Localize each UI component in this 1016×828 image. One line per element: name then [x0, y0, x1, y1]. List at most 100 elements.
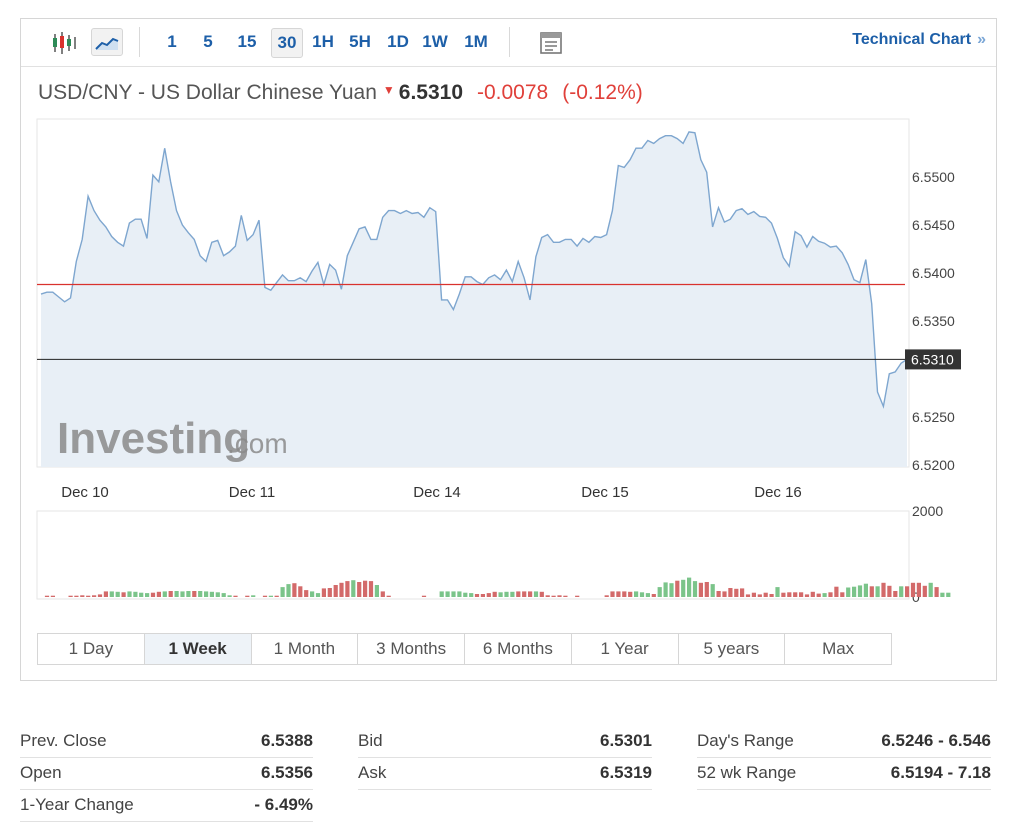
range-3-months-button[interactable]: 3 Months	[358, 634, 465, 664]
interval-1-button[interactable]: 1	[167, 32, 177, 51]
volume-bar	[663, 582, 668, 597]
volume-bar	[209, 591, 214, 597]
volume-bar	[716, 591, 721, 597]
y-tick-label: 6.5400	[912, 265, 955, 281]
technical-chart-label: Technical Chart	[852, 31, 972, 48]
volume-bar	[156, 591, 161, 597]
stat-value: 6.5356	[261, 763, 313, 782]
stat-label: Day's Range	[697, 731, 794, 750]
interval-30-button[interactable]: 30	[271, 28, 303, 58]
x-tick-label: Dec 14	[413, 484, 461, 501]
volume-bar	[846, 587, 851, 597]
volume-bar	[910, 582, 916, 597]
interval-15-button[interactable]: 15	[237, 32, 257, 51]
volume-bar	[374, 585, 379, 597]
volume-bar	[227, 595, 232, 597]
interval-1h-button[interactable]: 1H	[312, 32, 334, 51]
volume-bar	[946, 592, 951, 597]
volume-bar	[928, 582, 933, 597]
volume-bar	[339, 582, 344, 597]
volume-bar	[533, 591, 539, 597]
current-price-tag	[905, 349, 961, 370]
interval-1w-button[interactable]: 1W	[422, 32, 448, 51]
volume-bar	[810, 591, 815, 597]
range-5-years-button[interactable]: 5 years	[679, 634, 786, 664]
volume-bar	[457, 591, 462, 597]
interval-5h-button[interactable]: 5H	[349, 32, 371, 51]
volume-bar	[292, 583, 297, 597]
volume-bar	[628, 591, 633, 597]
volume-bar	[681, 579, 686, 597]
volume-bar	[563, 595, 568, 597]
volume-bar	[215, 592, 220, 597]
volume-bar	[704, 582, 709, 597]
volume-bar	[474, 594, 480, 597]
volume-bar	[50, 595, 55, 597]
volume-bar	[115, 591, 120, 597]
range-max-button[interactable]: Max	[822, 639, 855, 658]
interval-1m-button[interactable]: 1M	[464, 32, 488, 51]
volume-bar	[575, 595, 580, 597]
volume-bar	[616, 591, 621, 597]
range-1-month-button[interactable]: 1 Month	[252, 634, 359, 664]
range-1-week-button[interactable]: 1 Week	[144, 634, 252, 664]
volume-bar	[516, 591, 521, 597]
range-1-day-button[interactable]: 1 Day	[38, 634, 145, 664]
volume-bar	[327, 588, 332, 597]
volume-tick-label: 0	[912, 589, 920, 605]
candlestick-chart-icon[interactable]	[51, 31, 77, 55]
volume-bar	[310, 591, 315, 597]
volume-bar	[80, 595, 85, 597]
volume-bar	[504, 591, 509, 597]
stat-value: - 6.49%	[254, 795, 313, 814]
volume-bar	[834, 586, 839, 597]
range-6-months-button[interactable]: 6 Months	[465, 634, 572, 664]
volume-bar	[551, 595, 556, 597]
volume-bar	[445, 591, 450, 597]
volume-bar	[539, 591, 544, 597]
volume-bar	[916, 582, 921, 597]
volume-bar	[734, 588, 739, 597]
y-tick-label: 6.5450	[912, 217, 955, 233]
volume-bar	[622, 591, 627, 597]
volume-bar	[545, 595, 550, 597]
volume-bar	[710, 584, 715, 597]
volume-bar	[174, 591, 179, 597]
volume-bar	[781, 592, 786, 597]
volume-bar	[204, 591, 209, 597]
volume-bar	[268, 595, 273, 597]
volume-bar	[162, 591, 167, 597]
volume-bar	[469, 593, 474, 597]
interval-5-button[interactable]: 5	[203, 32, 213, 51]
stat-label: Prev. Close	[20, 731, 107, 750]
volume-bar	[604, 595, 609, 597]
price-change-percent: (-0.12%)	[562, 81, 643, 104]
table-view-icon[interactable]	[539, 31, 563, 55]
range-1-year-button[interactable]: 1 Year	[572, 634, 679, 664]
volume-bar	[68, 595, 73, 597]
volume-bar	[127, 591, 132, 597]
volume-bar	[610, 591, 615, 597]
toolbar-separator	[509, 27, 510, 57]
interval-1d-button[interactable]: 1D	[387, 32, 409, 51]
technical-chart-link[interactable]: Technical Chart »	[852, 31, 986, 49]
price-chart[interactable]: 6.5500 6.5450 6.5400 6.5350 6.5250 6.5200 Inve…	[21, 19, 996, 619]
volume-bar	[675, 580, 680, 597]
stat-row-open: Open 6.5356	[20, 758, 313, 790]
volume-bar	[168, 591, 173, 597]
volume-bar	[109, 591, 114, 597]
volume-bar	[740, 588, 745, 597]
stat-row-52-wk-range: 52 wk Range 6.5194 - 7.18	[697, 758, 991, 790]
volume-bar	[274, 595, 279, 597]
volume-bar	[304, 590, 309, 597]
volume-bar	[86, 595, 91, 597]
volume-bar	[133, 591, 138, 597]
volume-bar	[840, 592, 845, 597]
volume-bar	[769, 594, 774, 597]
volume-bar	[221, 593, 226, 597]
area-chart-button[interactable]	[91, 28, 123, 56]
investing-logo-watermark: Investing	[57, 414, 250, 463]
volume-bar	[669, 583, 674, 597]
volume-bar	[321, 588, 326, 597]
volume-bar	[775, 587, 780, 597]
